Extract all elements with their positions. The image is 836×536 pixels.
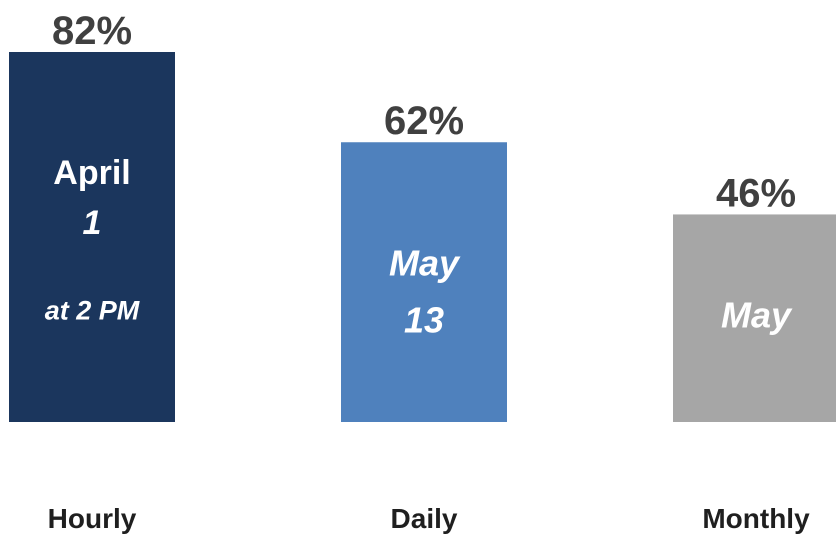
bar <box>341 142 507 422</box>
value-label: 46% <box>716 171 796 215</box>
bar-annotation: 13 <box>404 300 444 341</box>
value-label: 62% <box>384 99 464 143</box>
bar-annotation: 1 <box>83 204 102 242</box>
bar-annotation: April <box>53 154 130 192</box>
bar-annotation: May <box>389 243 461 284</box>
x-tick-label: Monthly <box>702 503 810 534</box>
bar <box>9 52 175 422</box>
x-tick-label: Daily <box>391 503 458 534</box>
x-tick-label: Hourly <box>48 503 137 534</box>
bar <box>673 214 836 422</box>
bar-annotation: May <box>721 295 793 336</box>
bar-annotation: at 2 PM <box>45 295 140 325</box>
value-label: 82% <box>52 9 132 53</box>
